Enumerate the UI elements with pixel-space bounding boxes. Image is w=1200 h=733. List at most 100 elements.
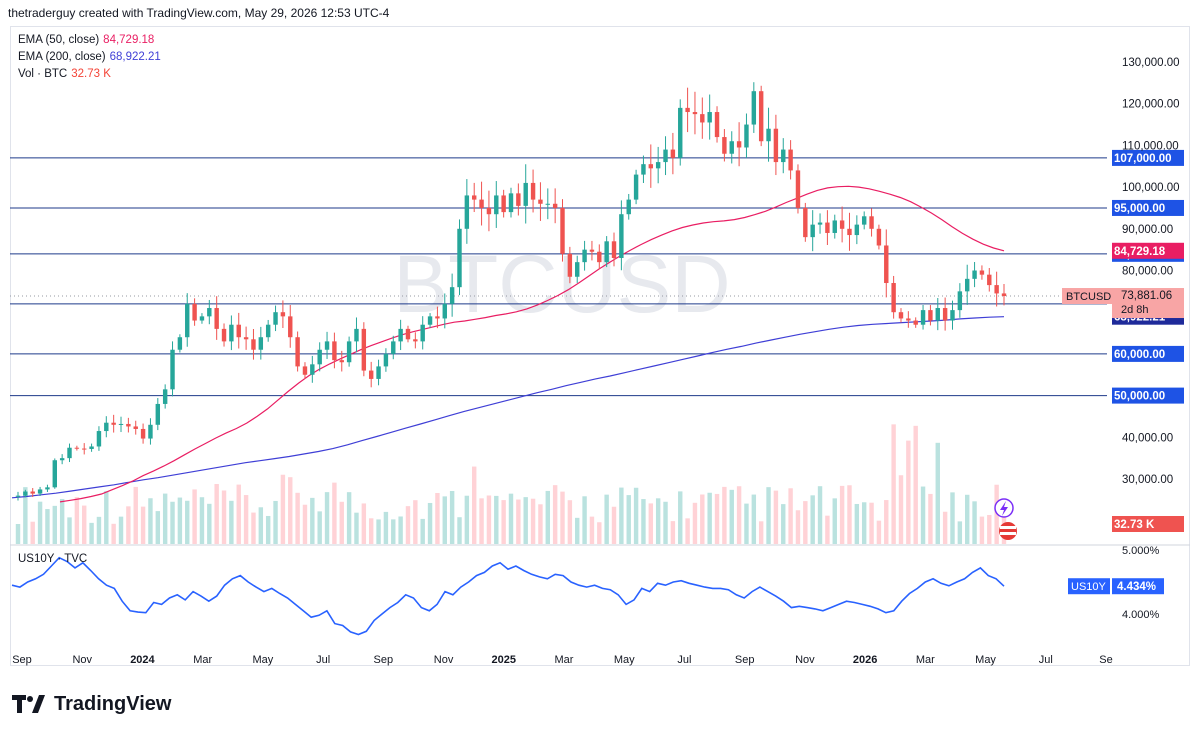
candle-body[interactable] [648, 164, 654, 169]
candle-body[interactable] [751, 91, 757, 125]
ema200-line[interactable] [11, 316, 1005, 499]
candle-body[interactable] [74, 447, 80, 449]
candle-body[interactable] [310, 364, 315, 375]
candle-body[interactable] [795, 170, 801, 208]
candle-body[interactable] [251, 339, 256, 350]
candle-body[interactable] [707, 112, 712, 123]
candle-body[interactable] [295, 337, 300, 367]
candle-body[interactable] [420, 324, 425, 342]
candle-body[interactable] [221, 328, 227, 342]
candle-body[interactable] [575, 262, 580, 277]
candle-body[interactable] [449, 287, 455, 304]
candle-body[interactable] [207, 308, 212, 317]
candle-body[interactable] [324, 341, 330, 350]
candle-body[interactable] [288, 316, 293, 338]
candle-body[interactable] [258, 337, 264, 350]
candle-body[interactable] [177, 337, 183, 350]
candle-body[interactable] [736, 141, 742, 148]
candle-body[interactable] [96, 431, 102, 447]
candle-body[interactable] [82, 448, 87, 450]
candle-body[interactable] [700, 114, 705, 123]
candle-body[interactable] [965, 278, 970, 292]
candle-body[interactable] [243, 337, 249, 340]
candle-body[interactable] [104, 422, 109, 432]
candle-body[interactable] [714, 112, 720, 138]
candle-body[interactable] [464, 195, 470, 229]
candle-body[interactable] [118, 423, 124, 425]
candle-body[interactable] [59, 458, 65, 461]
candle-body[interactable] [891, 283, 896, 313]
candle-body[interactable] [265, 324, 271, 338]
us10y-legend[interactable]: US10Y · TVC [18, 553, 87, 565]
candle-body[interactable] [928, 310, 933, 321]
candle-body[interactable] [641, 164, 646, 175]
candle-body[interactable] [663, 149, 668, 163]
candle-body[interactable] [111, 422, 116, 425]
candle-body[interactable] [817, 222, 823, 225]
candle-body[interactable] [516, 193, 521, 206]
candle-body[interactable] [979, 270, 985, 275]
candle-body[interactable] [368, 370, 374, 379]
candle-body[interactable] [501, 195, 506, 213]
candle-body[interactable] [685, 107, 690, 113]
candle-body[interactable] [619, 214, 624, 258]
candle-body[interactable] [30, 491, 35, 494]
candle-body[interactable] [413, 339, 418, 342]
candle-body[interactable] [810, 224, 815, 238]
candle-body[interactable] [494, 195, 499, 215]
candle-body[interactable] [847, 228, 852, 236]
candle-body[interactable] [942, 308, 948, 321]
candle-body[interactable] [545, 203, 550, 205]
candle-body[interactable] [523, 182, 528, 206]
candle-body[interactable] [391, 341, 396, 354]
candle-body[interactable] [23, 491, 28, 496]
candle-body[interactable] [906, 318, 911, 321]
candle-body[interactable] [67, 447, 72, 459]
candle-body[interactable] [538, 199, 543, 204]
candle-body[interactable] [994, 285, 999, 294]
candle-body[interactable] [376, 366, 381, 379]
candle-body[interactable] [611, 241, 617, 258]
candle-body[interactable] [479, 199, 484, 208]
candle-body[interactable] [935, 308, 940, 321]
candle-body[interactable] [766, 128, 771, 142]
candle-body[interactable] [582, 249, 587, 263]
candle-body[interactable] [155, 403, 161, 425]
candle-body[interactable] [398, 328, 403, 342]
candle-body[interactable] [839, 220, 845, 229]
candle-body[interactable] [302, 366, 308, 375]
candle-body[interactable] [825, 222, 830, 233]
candle-body[interactable] [427, 316, 433, 325]
candle-body[interactable] [950, 310, 955, 321]
candle-body[interactable] [37, 489, 43, 494]
candle-body[interactable] [214, 308, 219, 329]
candle-body[interactable] [589, 249, 595, 252]
candle-body[interactable] [832, 220, 837, 233]
candle-body[interactable] [346, 341, 352, 363]
candle-body[interactable] [280, 312, 286, 317]
candle-body[interactable] [567, 253, 573, 277]
candle-body[interactable] [876, 228, 882, 246]
candle-body[interactable] [729, 141, 734, 154]
candle-body[interactable] [435, 316, 440, 319]
candle-body[interactable] [185, 303, 190, 338]
candle-body[interactable] [339, 360, 344, 363]
candle-body[interactable] [869, 216, 874, 229]
candle-body[interactable] [530, 182, 536, 200]
candle-body[interactable] [89, 446, 94, 449]
candle-body[interactable] [626, 199, 631, 215]
legend-ema200[interactable]: EMA (200, close) 68,922.21 [18, 51, 161, 63]
candle-body[interactable] [273, 312, 278, 325]
candle-body[interactable] [486, 207, 492, 215]
candle-body[interactable] [898, 312, 904, 319]
candle-body[interactable] [126, 423, 131, 427]
candle-body[interactable] [192, 303, 197, 321]
candle-body[interactable] [972, 270, 977, 279]
candle-body[interactable] [236, 324, 241, 338]
candle-body[interactable] [199, 316, 205, 321]
candle-body[interactable] [472, 195, 477, 200]
candle-body[interactable] [552, 203, 558, 208]
candle-body[interactable] [633, 174, 639, 200]
candle-body[interactable] [692, 112, 698, 115]
candle-body[interactable] [597, 251, 602, 263]
